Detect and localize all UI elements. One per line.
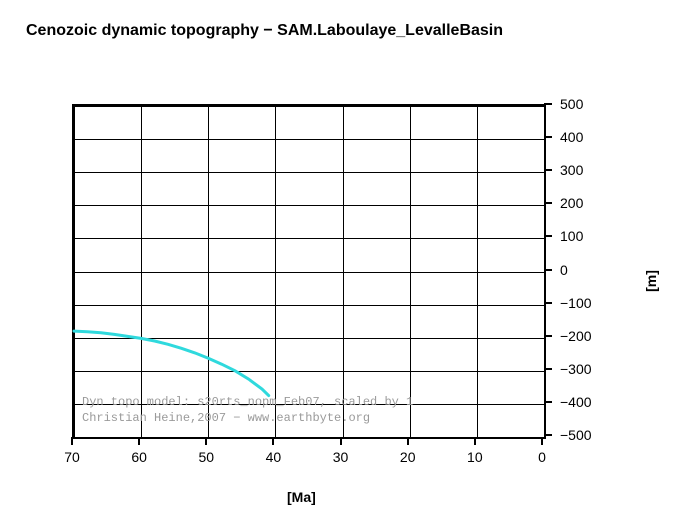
y-tick (544, 202, 552, 204)
y-tick (544, 103, 552, 105)
y-tick (544, 235, 552, 237)
y-tick-label: 0 (560, 262, 568, 278)
y-tick-label: −300 (560, 361, 592, 377)
y-axis-title: [m] (643, 270, 659, 292)
x-tick (407, 437, 409, 445)
chart-title: Cenozoic dynamic topography − SAM.Laboul… (26, 22, 503, 40)
x-tick (205, 437, 207, 445)
plot-area (72, 104, 546, 439)
y-tick-label: −100 (560, 295, 592, 311)
x-tick-label: 40 (266, 449, 282, 465)
y-tick (544, 335, 552, 337)
y-tick (544, 434, 552, 436)
y-tick (544, 368, 552, 370)
x-tick-label: 20 (400, 449, 416, 465)
series-dyn_topo (74, 106, 544, 437)
x-axis-title: [Ma] (287, 489, 316, 505)
caption-line: Dyn topo model: s20rts_nopm_Feb07, scale… (82, 395, 413, 409)
x-tick (138, 437, 140, 445)
y-tick (544, 401, 552, 403)
y-tick (544, 136, 552, 138)
x-tick-label: 50 (198, 449, 214, 465)
gridline-v (544, 106, 545, 437)
y-tick (544, 302, 552, 304)
y-tick-label: 300 (560, 162, 583, 178)
y-tick (544, 269, 552, 271)
y-tick-label: 400 (560, 129, 583, 145)
y-tick-label: −200 (560, 328, 592, 344)
x-tick-label: 60 (131, 449, 147, 465)
x-tick (474, 437, 476, 445)
x-tick (340, 437, 342, 445)
y-tick-label: 500 (560, 96, 583, 112)
x-tick (272, 437, 274, 445)
x-tick-label: 30 (333, 449, 349, 465)
x-tick-label: 70 (64, 449, 80, 465)
x-tick (71, 437, 73, 445)
y-tick (544, 169, 552, 171)
x-tick-label: 0 (538, 449, 546, 465)
x-tick-label: 10 (467, 449, 483, 465)
y-tick-label: −500 (560, 427, 592, 443)
y-tick-label: −400 (560, 394, 592, 410)
y-tick-label: 200 (560, 195, 583, 211)
x-tick (541, 437, 543, 445)
caption-line: Christian Heine,2007 − www.earthbyte.org (82, 411, 370, 425)
y-tick-label: 100 (560, 228, 583, 244)
